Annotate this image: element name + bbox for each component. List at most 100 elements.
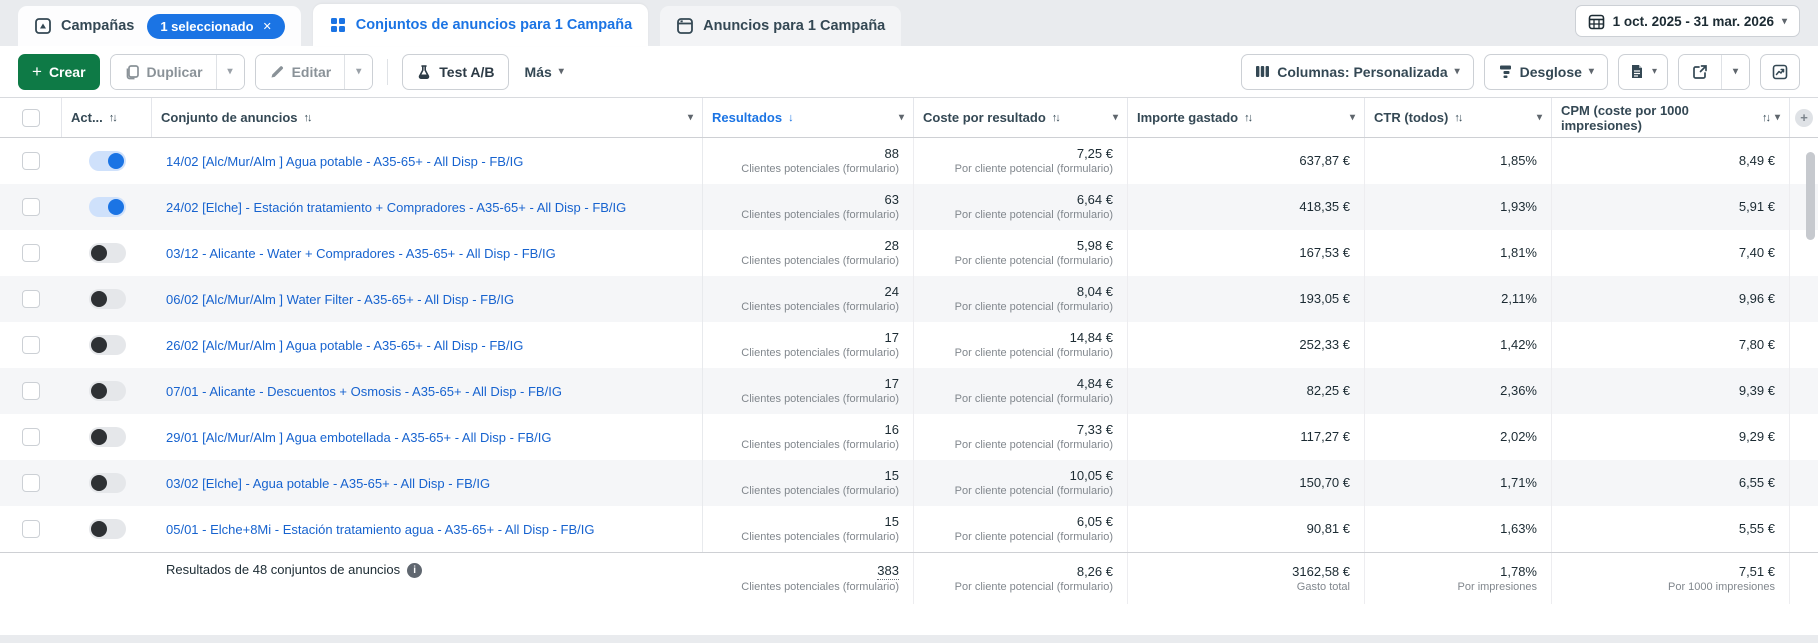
- calendar-icon: [1588, 13, 1605, 30]
- adset-name-link[interactable]: 06/02 [Alc/Mur/Alm ] Water Filter - A35-…: [166, 291, 515, 307]
- table-row: 05/01 - Elche+8Mi - Estación tratamiento…: [0, 506, 1818, 552]
- info-icon[interactable]: i: [407, 563, 423, 578]
- active-toggle[interactable]: [88, 289, 126, 309]
- cpm-cell: 6,55 €: [1552, 460, 1790, 506]
- adset-name-link[interactable]: 24/02 [Elche] - Estación tratamiento + C…: [166, 199, 627, 215]
- tab-adsets[interactable]: Conjuntos de anuncios para 1 Campaña: [312, 4, 649, 46]
- cpm-cell: 8,49 €: [1552, 138, 1790, 184]
- header-results[interactable]: Resultados ↓ ▾: [703, 98, 914, 137]
- table-row: 06/02 [Alc/Mur/Alm ] Water Filter - A35-…: [0, 276, 1818, 322]
- cpm-cell: 7,40 €: [1552, 230, 1790, 276]
- table-row: 07/01 - Alicante - Descuentos + Osmosis …: [0, 368, 1818, 414]
- horizontal-scrollbar[interactable]: [0, 635, 1818, 643]
- cost-per-result-cell: 6,05 € Por cliente potencial (formulario): [914, 506, 1128, 552]
- row-checkbox[interactable]: [22, 290, 40, 308]
- adsets-icon: [329, 16, 347, 34]
- filter-caret-icon[interactable]: ▾: [1112, 112, 1118, 123]
- active-toggle[interactable]: [88, 335, 126, 355]
- row-checkbox[interactable]: [22, 244, 40, 262]
- adset-name-link[interactable]: 07/01 - Alicante - Descuentos + Osmosis …: [166, 383, 562, 399]
- row-checkbox[interactable]: [22, 428, 40, 446]
- amount-spent-cell: 193,05 €: [1128, 276, 1365, 322]
- ab-test-button[interactable]: Test A/B: [402, 53, 509, 90]
- breakdown-button[interactable]: Desglose ▾: [1483, 53, 1608, 90]
- active-toggle[interactable]: [88, 151, 126, 171]
- duplicate-dropdown[interactable]: ▾: [215, 54, 244, 89]
- header-ctr[interactable]: CTR (todos) ↑↓ ▾: [1365, 98, 1552, 137]
- edit-dropdown[interactable]: ▾: [344, 54, 373, 89]
- adset-name-link[interactable]: 29/01 [Alc/Mur/Alm ] Agua embotellada - …: [166, 429, 552, 445]
- header-active[interactable]: Act... ↑↓: [62, 98, 152, 137]
- filter-caret-icon[interactable]: ▾: [687, 112, 693, 123]
- adset-name-link[interactable]: 03/12 - Alicante - Water + Compradores -…: [166, 245, 556, 261]
- vertical-scrollbar[interactable]: [1806, 152, 1815, 240]
- active-toggle[interactable]: [88, 427, 126, 447]
- actions-toolbar: + Crear Duplicar ▾ Editar ▾: [0, 46, 1818, 98]
- amount-spent-cell: 637,87 €: [1128, 138, 1365, 184]
- table-row: 24/02 [Elche] - Estación tratamiento + C…: [0, 184, 1818, 230]
- pencil-icon: [269, 64, 285, 80]
- close-icon[interactable]: ✕: [262, 20, 272, 33]
- active-toggle[interactable]: [88, 243, 126, 263]
- select-all-checkbox[interactable]: [21, 108, 40, 127]
- ctr-cell: 1,63%: [1365, 506, 1552, 552]
- header-amount-spent[interactable]: Importe gastado ↑↓ ▾: [1128, 98, 1365, 137]
- active-toggle[interactable]: [88, 519, 126, 539]
- charts-button[interactable]: [1760, 53, 1800, 90]
- tab-campaigns[interactable]: Campañas 1 seleccionado ✕: [18, 6, 301, 46]
- row-checkbox[interactable]: [22, 152, 40, 170]
- active-toggle[interactable]: [88, 381, 126, 401]
- adset-name-link[interactable]: 03/02 [Elche] - Agua potable - A35-65+ -…: [166, 475, 491, 491]
- summary-label: Resultados de 48 conjuntos de anuncios: [166, 562, 401, 577]
- active-toggle[interactable]: [88, 473, 126, 493]
- header-adset-name[interactable]: Conjunto de anuncios ↑↓ ▾: [152, 98, 703, 137]
- header-cpm[interactable]: CPM (coste por 1000 impresiones) ↑↓ ▾: [1552, 98, 1790, 137]
- tab-campaigns-label: Campañas: [61, 18, 135, 34]
- adset-name-link[interactable]: 05/01 - Elche+8Mi - Estación tratamiento…: [166, 521, 595, 537]
- adset-name-link[interactable]: 26/02 [Alc/Mur/Alm ] Agua potable - A35-…: [166, 337, 524, 353]
- results-cell: 15 Clientes potenciales (formulario): [703, 460, 914, 506]
- columns-button[interactable]: Columnas: Personalizada ▾: [1241, 53, 1474, 90]
- sort-desc-icon: ↓: [788, 111, 793, 124]
- flask-icon: [416, 64, 432, 80]
- amount-spent-cell: 167,53 €: [1128, 230, 1365, 276]
- export-button[interactable]: [1678, 54, 1721, 89]
- header-cost-per-result[interactable]: Coste por resultado ↑↓ ▾: [914, 98, 1128, 137]
- cost-per-result-cell: 6,64 € Por cliente potencial (formulario): [914, 184, 1128, 230]
- ctr-cell: 1,81%: [1365, 230, 1552, 276]
- create-button[interactable]: + Crear: [18, 53, 100, 90]
- row-checkbox[interactable]: [22, 382, 40, 400]
- reports-button[interactable]: ▾: [1617, 53, 1668, 90]
- filter-caret-icon[interactable]: ▾: [1349, 112, 1355, 123]
- add-column-icon[interactable]: +: [1795, 108, 1813, 127]
- table-body: 14/02 [Alc/Mur/Alm ] Agua potable - A35-…: [0, 138, 1818, 552]
- date-range-picker[interactable]: 1 oct. 2025 - 31 mar. 2026 ▾: [1574, 5, 1800, 37]
- export-dropdown[interactable]: ▾: [1720, 54, 1749, 89]
- ctr-cell: 2,11%: [1365, 276, 1552, 322]
- filter-caret-icon[interactable]: ▾: [898, 112, 904, 123]
- level-tabbar: Campañas 1 seleccionado ✕ Conjuntos de a…: [0, 0, 1818, 46]
- tab-ads[interactable]: Anuncios para 1 Campaña: [660, 6, 902, 46]
- filter-caret-icon[interactable]: ▾: [1774, 112, 1780, 123]
- filter-caret-icon[interactable]: ▾: [1536, 112, 1542, 123]
- row-checkbox[interactable]: [22, 198, 40, 216]
- row-checkbox[interactable]: [22, 474, 40, 492]
- results-cell: 17 Clientes potenciales (formulario): [703, 368, 914, 414]
- summary-spent-cell: 3162,58 € Gasto total: [1128, 553, 1365, 604]
- row-checkbox[interactable]: [22, 520, 40, 538]
- more-button[interactable]: Más ▾: [524, 63, 564, 80]
- chevron-down-icon: ▾: [558, 66, 564, 77]
- selected-filter-badge[interactable]: 1 seleccionado ✕: [147, 13, 285, 39]
- row-checkbox[interactable]: [22, 336, 40, 354]
- summary-cost-cell: 8,26 € Por cliente potencial (formulario…: [914, 553, 1128, 604]
- chevron-down-icon: ▾: [1651, 66, 1657, 77]
- cpm-cell: 9,96 €: [1552, 276, 1790, 322]
- export-icon: [1692, 64, 1708, 80]
- table-row: 03/12 - Alicante - Water + Compradores -…: [0, 230, 1818, 276]
- cost-per-result-cell: 7,25 € Por cliente potencial (formulario): [914, 138, 1128, 184]
- table-row: 29/01 [Alc/Mur/Alm ] Agua embotellada - …: [0, 414, 1818, 460]
- edit-button[interactable]: Editar: [255, 54, 345, 89]
- active-toggle[interactable]: [88, 197, 126, 217]
- duplicate-button[interactable]: Duplicar: [110, 54, 216, 89]
- adset-name-link[interactable]: 14/02 [Alc/Mur/Alm ] Agua potable - A35-…: [166, 153, 524, 169]
